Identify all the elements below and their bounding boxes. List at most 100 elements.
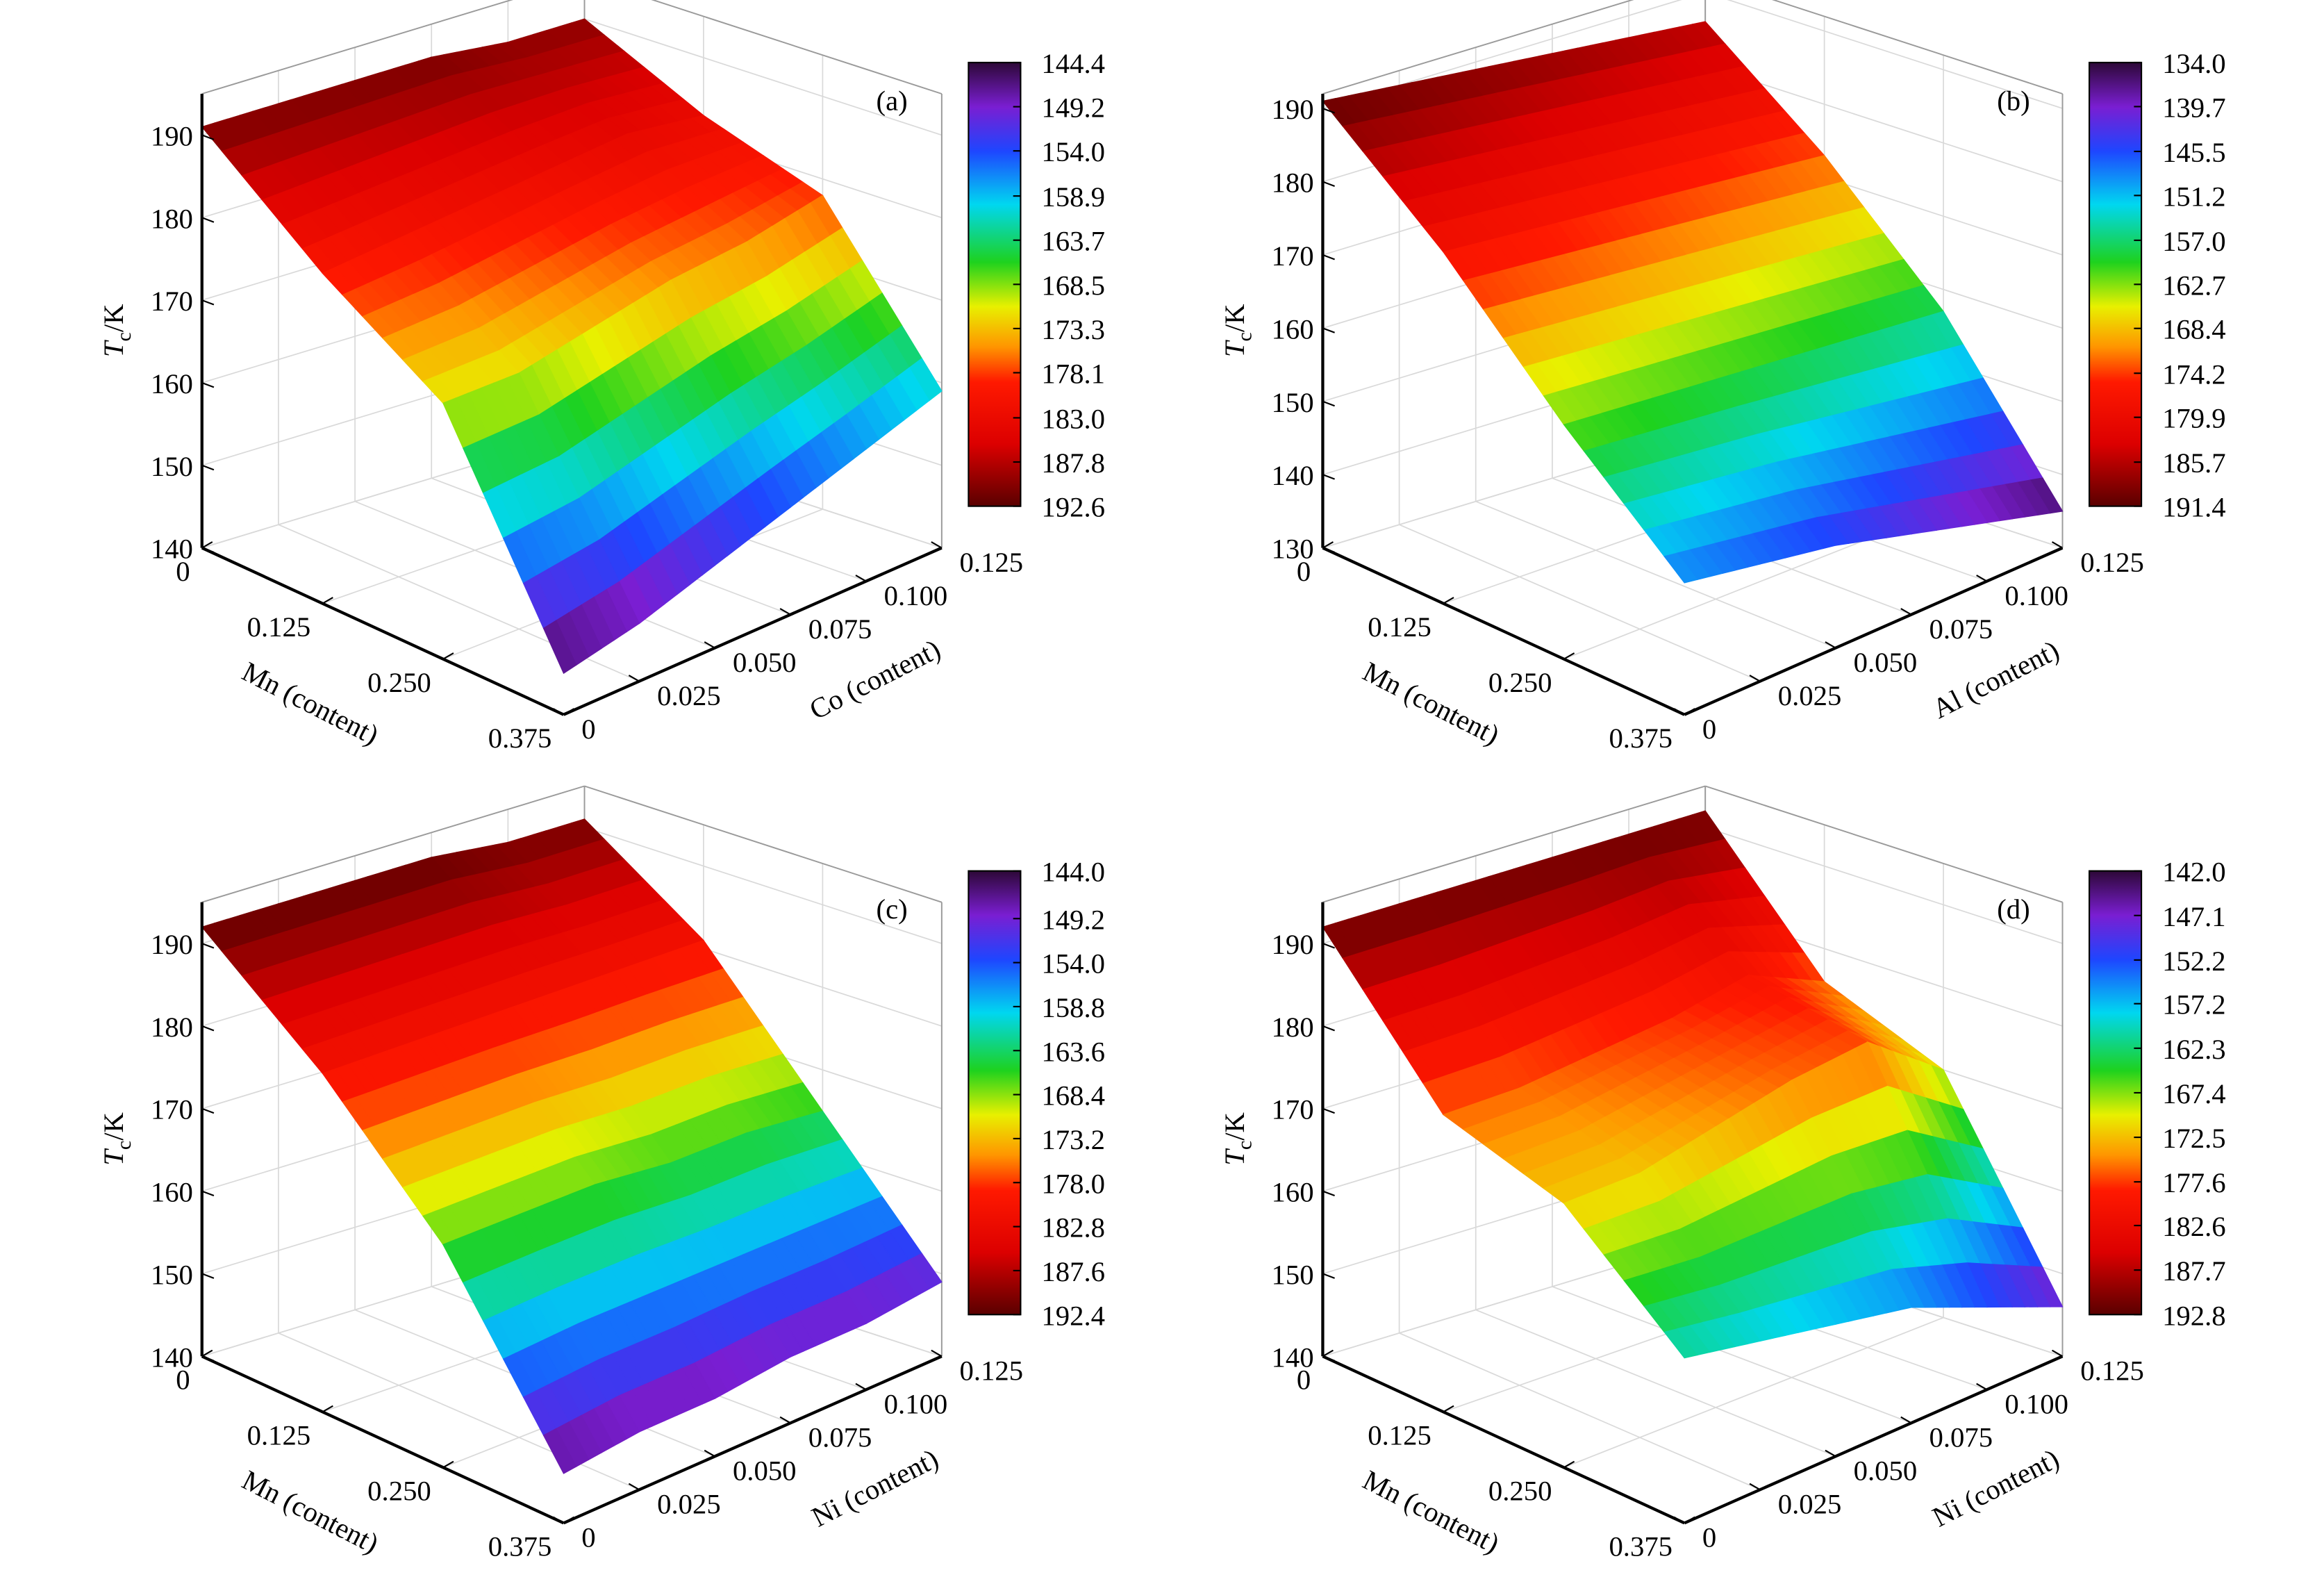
tick-mark <box>931 541 943 549</box>
tick-mark <box>1825 641 1836 649</box>
tick-mark <box>201 381 215 388</box>
axis-line <box>563 546 943 716</box>
tick-mark <box>1322 400 1335 407</box>
colorbar-tick-label: 167.4 <box>2162 1078 2226 1109</box>
z-axis-label: Tc/K <box>1219 1112 1256 1166</box>
y-tick-label: 0.125 <box>2080 1355 2144 1387</box>
tick-mark <box>1322 541 1334 549</box>
colorbar-tick-label: 187.8 <box>1041 447 1105 479</box>
y-tick-label: 0.025 <box>1778 680 1842 711</box>
tick-mark <box>201 1273 215 1279</box>
z-tick-label: 180 <box>1272 167 1314 199</box>
colorbar-tick-label: 178.1 <box>1041 358 1105 390</box>
tick-mark <box>552 1516 565 1524</box>
tick-mark <box>1322 1273 1335 1279</box>
z-axis-label: Tc/K <box>98 1112 135 1166</box>
grid-line <box>584 18 943 136</box>
panel-label: (a) <box>877 85 908 117</box>
colorbar-tick-label: 182.6 <box>2162 1211 2226 1242</box>
surface-cell <box>518 1184 716 1433</box>
surface-cell <box>474 993 672 1185</box>
tick-mark <box>1443 1405 1454 1413</box>
colorbar-tick-label: 187.7 <box>2162 1255 2226 1287</box>
surface-cell <box>322 238 520 404</box>
axis-line <box>563 1355 943 1525</box>
box-edge <box>1322 0 1634 94</box>
panel: 130 140 150 160 170 180 190 0 0.125 0.250 0.375 0 0.… <box>1219 0 2226 754</box>
axis-line <box>1684 1355 2064 1525</box>
z-label-sub: c <box>1234 332 1256 341</box>
surface-cell <box>506 18 705 135</box>
y-tick-label: 0.050 <box>1854 647 1918 678</box>
x-axis-label: Mn (content) <box>238 656 384 751</box>
y-tick-label: 0.075 <box>808 613 872 645</box>
surface-cell <box>1551 833 1749 1019</box>
z-tick-label: 150 <box>151 451 193 482</box>
surface-cell <box>746 1110 943 1325</box>
tick-mark <box>442 1460 454 1469</box>
surface-cell <box>1398 69 1597 233</box>
colorbar-tick-label: 174.2 <box>2162 358 2226 390</box>
y-tick-label: 0.075 <box>1929 613 1993 645</box>
tick-mark <box>201 943 215 949</box>
tick-mark <box>1322 1355 1335 1362</box>
x-tick-label: 0.125 <box>1368 611 1431 643</box>
z-tick-label: 150 <box>151 1259 193 1290</box>
x-tick-label: 0 <box>176 1364 190 1395</box>
surface-cell <box>398 1019 596 1216</box>
z-tick-label: 190 <box>1272 94 1314 125</box>
y-tick-label: 0.100 <box>884 1389 948 1420</box>
tick-mark <box>779 1416 791 1424</box>
surface-cell <box>1638 1126 1836 1342</box>
surface-cell <box>474 167 672 327</box>
colorbar-tick-label: 144.0 <box>1041 857 1105 888</box>
tick-mark <box>201 1355 215 1362</box>
colorbar-tick-label: 149.2 <box>1041 92 1105 124</box>
colorbar-tick-label: 147.1 <box>2162 901 2226 932</box>
tick-mark <box>1900 1416 1912 1424</box>
z-tick-label: 190 <box>151 120 193 151</box>
y-axis-label: Ni (content) <box>806 1443 943 1533</box>
colorbar-tick-label: 157.2 <box>2162 989 2226 1021</box>
surface-cell <box>1715 356 1912 546</box>
axis-line <box>1322 1355 1686 1525</box>
z-tick-label: 140 <box>151 534 193 565</box>
axis-line <box>1322 546 1686 716</box>
colorbar-tick-label: 192.6 <box>1041 492 1105 523</box>
grid-line <box>1704 65 2063 183</box>
grid-line <box>1475 1309 1836 1458</box>
z-label-sub: c <box>113 332 135 341</box>
grid-line <box>584 827 943 944</box>
z-tick-label: 130 <box>1272 534 1314 565</box>
tick-mark <box>322 1405 333 1413</box>
z-tick-label: 190 <box>1272 929 1314 960</box>
colorbar-tick-label: 173.3 <box>1041 314 1105 345</box>
tick-mark <box>855 575 867 582</box>
y-tick-label: 0 <box>1702 713 1716 745</box>
box-edge <box>651 0 943 94</box>
colorbar-tick-label: 158.9 <box>1041 181 1105 213</box>
z-tick-label: 140 <box>1272 460 1314 491</box>
tick-mark <box>1976 1382 1988 1391</box>
tick-mark <box>322 597 333 604</box>
surface-cell <box>670 1132 867 1358</box>
z-label-symbol: T <box>1219 339 1250 357</box>
colorbar <box>968 870 1022 1316</box>
tick-mark <box>628 675 640 682</box>
z-tick-label: 160 <box>151 1177 193 1208</box>
box-edge <box>201 785 585 903</box>
tick-mark <box>201 1190 215 1197</box>
colorbar-tick-label: 179.9 <box>2162 403 2226 434</box>
tick-mark <box>1749 1483 1761 1491</box>
tick-mark <box>563 708 575 716</box>
surface-cell <box>430 841 629 994</box>
tick-mark <box>704 641 715 649</box>
tick-mark <box>1976 575 1988 582</box>
surface-cell <box>670 241 867 509</box>
tick-mark <box>201 1349 213 1357</box>
z-label-unit: /K <box>98 1112 129 1141</box>
z-tick-label: 170 <box>151 1094 193 1125</box>
surface-cell <box>1638 379 1836 565</box>
colorbar-tick-label: 178.0 <box>1041 1168 1105 1199</box>
tick-mark <box>1563 1460 1575 1469</box>
